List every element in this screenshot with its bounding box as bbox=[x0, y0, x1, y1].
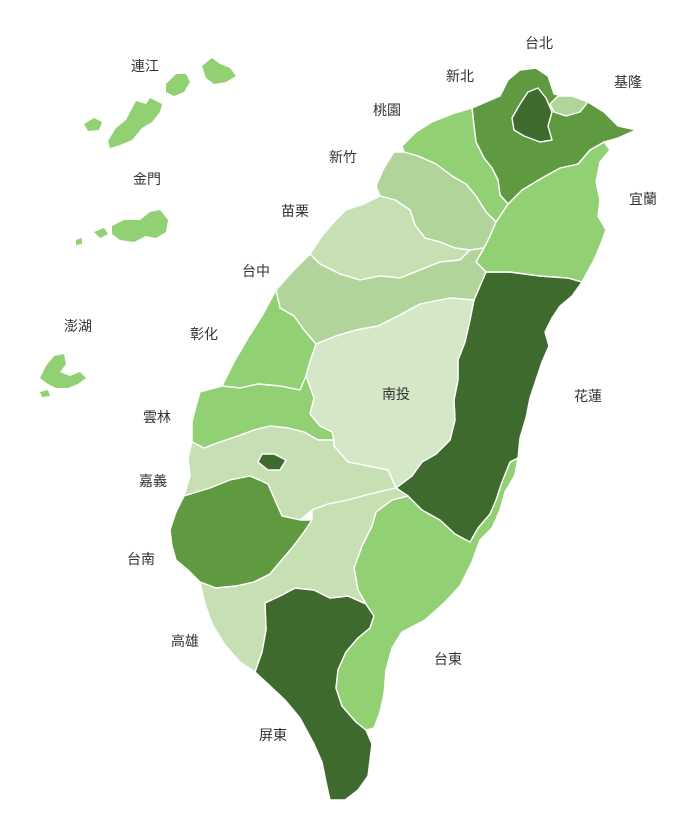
penghu-label: 澎湖 bbox=[64, 319, 92, 335]
pingtung-label: 屏東 bbox=[259, 728, 287, 744]
new-taipei-label: 新北 bbox=[446, 69, 474, 85]
kinmen-islet[interactable] bbox=[76, 238, 82, 245]
kinmen-islet[interactable] bbox=[94, 228, 108, 238]
taipei-label: 台北 bbox=[525, 36, 553, 52]
lienchiang-islet[interactable] bbox=[108, 98, 162, 148]
keelung-region[interactable] bbox=[549, 95, 589, 117]
lienchiang-islet[interactable] bbox=[166, 74, 190, 96]
tainan-label: 台南 bbox=[127, 552, 155, 568]
lienchiang-islet[interactable] bbox=[84, 118, 102, 131]
hualien-label: 花蓮 bbox=[574, 389, 602, 405]
lienchiang-region[interactable] bbox=[84, 58, 236, 148]
yunlin-label: 雲林 bbox=[143, 410, 171, 426]
keelung-label: 基隆 bbox=[614, 74, 642, 91]
hsinchu-label: 新竹 bbox=[329, 150, 357, 166]
kinmen-islet[interactable] bbox=[112, 210, 168, 242]
lienchiang-label: 連江 bbox=[131, 59, 159, 75]
penghu-region[interactable] bbox=[40, 354, 86, 397]
taipei-region[interactable] bbox=[511, 87, 553, 143]
chiayi-city-region[interactable] bbox=[257, 453, 287, 471]
lienchiang-islet[interactable] bbox=[202, 58, 236, 84]
penghu-islet[interactable] bbox=[40, 390, 50, 397]
changhua-label: 彰化 bbox=[190, 326, 218, 343]
kaohsiung-label: 高雄 bbox=[171, 633, 199, 650]
yilan-label: 宜蘭 bbox=[629, 192, 657, 208]
kaohsiung-region[interactable] bbox=[199, 487, 409, 673]
miaoli-label: 苗栗 bbox=[281, 204, 309, 220]
penghu-islet[interactable] bbox=[40, 354, 86, 388]
taoyuan-label: 桃園 bbox=[373, 103, 401, 119]
taitung-label: 台東 bbox=[434, 652, 462, 668]
chiayi-label: 嘉義 bbox=[139, 473, 167, 490]
taichung-label: 台中 bbox=[242, 264, 270, 280]
kinmen-label: 金門 bbox=[133, 172, 161, 188]
kinmen-region[interactable] bbox=[76, 210, 168, 245]
